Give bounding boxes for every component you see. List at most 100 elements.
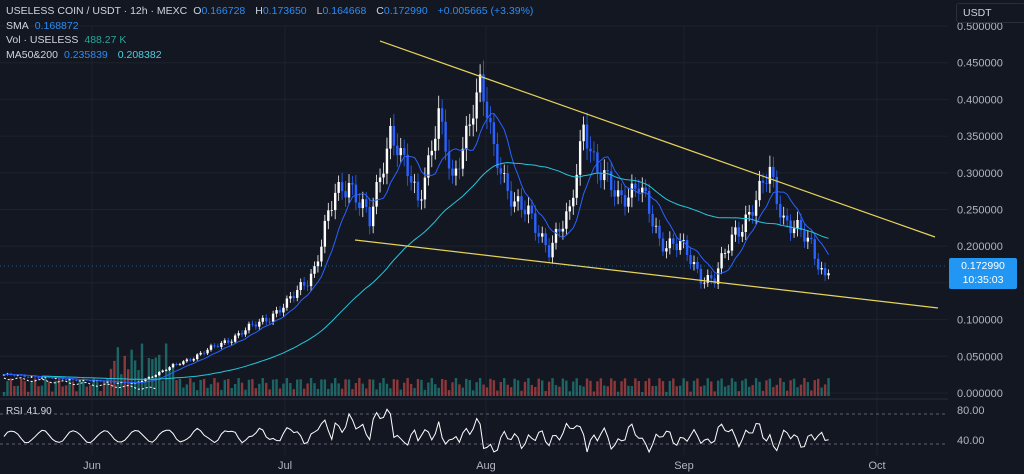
volume-bar: [420, 379, 423, 396]
volume-bar: [178, 378, 182, 396]
volume-bar: [827, 378, 830, 396]
candle-body: [685, 240, 689, 256]
candle-body: [534, 213, 537, 233]
ma200-line: [42, 162, 829, 380]
candle-body: [182, 361, 185, 365]
ma-label[interactable]: MA50&200: [6, 48, 58, 61]
volume-bar: [285, 378, 289, 396]
time-tick-label: Sep: [674, 460, 694, 472]
candle-body: [503, 173, 506, 175]
volume-bar: [351, 389, 354, 396]
volume-bar: [389, 388, 392, 396]
candle-body: [672, 238, 675, 244]
sma-label[interactable]: SMA: [6, 19, 29, 32]
candle-body: [147, 377, 151, 379]
candle-body: [651, 213, 654, 227]
candle-body: [2, 374, 6, 376]
candle-body: [123, 382, 126, 384]
volume-bar: [2, 392, 6, 396]
volume-bar: [665, 391, 668, 396]
volume-bar: [406, 378, 409, 396]
candle-body: [71, 379, 75, 381]
candle-body: [509, 190, 513, 207]
volume-bar: [334, 378, 337, 396]
volume-bar: [475, 382, 478, 396]
candle-body: [437, 108, 440, 139]
volume-bar: [706, 378, 709, 396]
volume-bar: [196, 390, 199, 396]
volume-bar: [565, 380, 568, 396]
candle-body: [30, 376, 33, 378]
candle-body: [171, 364, 175, 368]
volume-bar: [761, 390, 765, 396]
volume-bar: [133, 360, 137, 396]
volume-bar: [654, 385, 658, 396]
volume-label[interactable]: Vol · USELESS: [6, 34, 79, 47]
candle-body: [734, 227, 737, 235]
candle-body: [296, 290, 299, 298]
volume-bar: [534, 386, 537, 396]
candle-body: [54, 377, 57, 379]
trendline-upper[interactable]: [379, 40, 936, 238]
rsi-level-80-label: 80.00: [957, 405, 985, 417]
candle-body: [102, 381, 106, 383]
rsi-label[interactable]: RSI: [6, 406, 23, 417]
candle-body: [403, 148, 406, 155]
candle-body: [761, 180, 765, 183]
volume-bar: [813, 380, 816, 396]
volume-bar: [485, 387, 489, 396]
currency-selector[interactable]: USDT: [956, 3, 1024, 23]
price-tick-label: 0.450000: [957, 58, 1003, 70]
volume-bar: [768, 378, 772, 396]
candle-body: [596, 152, 599, 173]
candle-body: [806, 237, 810, 242]
volume-bar: [347, 379, 351, 396]
candle-body: [140, 380, 144, 382]
candle-body: [399, 148, 402, 156]
candle-body: [744, 214, 747, 232]
price-tick-label: 0.200000: [957, 241, 1003, 253]
volume-bar: [730, 378, 734, 396]
volume-bar: [416, 379, 420, 396]
candle-body: [289, 296, 292, 299]
volume-bar: [568, 391, 571, 396]
volume-bar: [220, 389, 223, 396]
candle-body: [178, 364, 182, 366]
volume-bar: [375, 389, 378, 396]
close-value: 0.172990: [383, 5, 428, 17]
candle-body: [641, 187, 644, 193]
volume-bar: [30, 380, 33, 396]
candle-body: [26, 376, 30, 378]
volume-bar: [206, 387, 209, 396]
volume-bar: [337, 383, 340, 396]
volume-bar: [558, 386, 561, 396]
volume-bar: [20, 378, 23, 396]
candle-body: [151, 376, 154, 378]
candle-body: [168, 367, 171, 371]
candle-body: [813, 239, 816, 259]
volume-bar: [661, 381, 665, 396]
candle-body: [202, 352, 206, 354]
time-axis[interactable]: Jun Jul Aug Sep Oct: [83, 460, 885, 472]
candle-body: [468, 124, 471, 126]
volume-bar: [368, 379, 371, 396]
volume-bar: [478, 378, 482, 396]
volume-bars: [2, 343, 830, 396]
candle-body: [44, 376, 47, 378]
candle-body: [561, 228, 565, 232]
volume-bar: [506, 384, 509, 396]
candle-body: [220, 342, 223, 347]
candle-body: [775, 176, 778, 204]
trendline-lower[interactable]: [354, 239, 939, 309]
candle-body: [723, 253, 727, 254]
volume-bar: [268, 389, 271, 396]
volume-bar: [320, 379, 323, 396]
candle-body: [568, 206, 571, 212]
candle-body: [748, 212, 751, 215]
candle-body: [271, 313, 275, 322]
symbol-label[interactable]: USELESS COIN / USDT · 12h · MEXC: [6, 5, 188, 17]
candle-body: [327, 210, 330, 221]
price-axis[interactable]: 0.0000000.0500000.1000000.1500000.200000…: [957, 21, 1003, 400]
volume-bar: [385, 383, 389, 396]
